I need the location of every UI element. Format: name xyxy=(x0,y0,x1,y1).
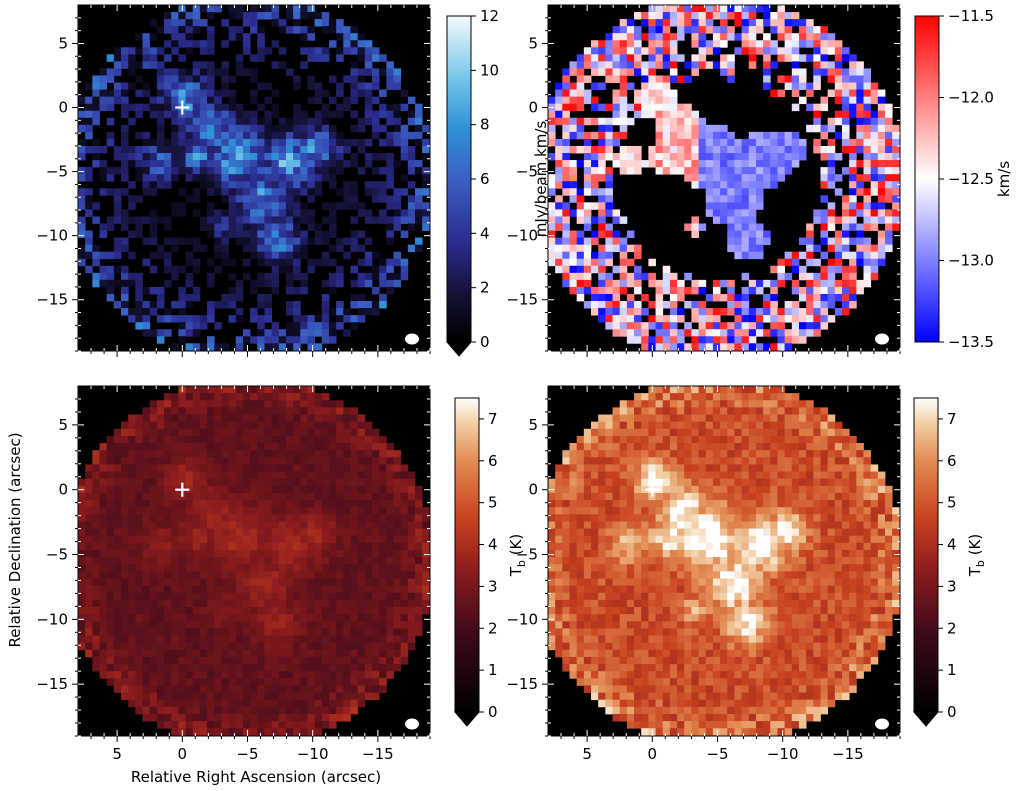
y-tick-label: −10 xyxy=(36,610,68,628)
colorbar-tick-label: 2 xyxy=(488,619,498,637)
y-tick-label: −15 xyxy=(506,291,538,309)
colorbar: 0 1 2 3 4 5 6 7 Tb (K) xyxy=(453,397,528,727)
colorbar-tick-label: 6 xyxy=(480,170,490,188)
colorbar-tick-label: 0 xyxy=(947,703,957,721)
colorbar-tick-label: 7 xyxy=(488,410,498,428)
y-tick-label: 0 xyxy=(58,481,68,499)
colorbar-gradient xyxy=(914,15,940,343)
x-tick-label: 0 xyxy=(648,745,658,763)
map-image xyxy=(78,386,430,736)
plot-frame xyxy=(77,385,431,737)
colorbar-title: mJy/beam km/s xyxy=(532,121,550,238)
colorbar-tick-label: −12.0 xyxy=(948,89,994,107)
x-tick-label: 5 xyxy=(112,745,122,763)
y-tick-label: −10 xyxy=(506,610,538,628)
colorbar-tick-label: 7 xyxy=(947,410,957,428)
y-tick-label: −5 xyxy=(516,546,538,564)
colorbar: 0 1 2 3 4 5 6 7 Tb (K) xyxy=(912,397,987,727)
plot-frame xyxy=(547,4,901,352)
map-image xyxy=(78,5,430,351)
x-tick-label: −10 xyxy=(767,745,799,763)
colorbar-tick-label: 0 xyxy=(488,703,498,721)
colorbar-tick-label: 5 xyxy=(947,494,957,512)
x-tick-label: 5 xyxy=(582,745,592,763)
x-tick-label: −15 xyxy=(832,745,864,763)
colorbar-tick-label: 3 xyxy=(947,577,957,595)
colorbar-tick-label: 1 xyxy=(488,661,498,679)
colorbar-tick-label: 4 xyxy=(947,536,957,554)
y-tick-label: 5 xyxy=(58,416,68,434)
colorbar-tick-label: 12 xyxy=(480,7,499,25)
beam-ellipse xyxy=(875,333,889,345)
colorbar-extend-arrow xyxy=(445,341,473,357)
y-tick-label: −5 xyxy=(46,546,68,564)
beam-ellipse xyxy=(405,718,419,730)
beam-ellipse xyxy=(405,333,419,345)
y-tick-label: 5 xyxy=(58,34,68,52)
y-tick-label: 0 xyxy=(58,99,68,117)
panel-bottom-left: 5 0 −5 −10 −15 5 0 −5 −10 −15 0 1 2 3 4 5 6 7 Tb (K) xyxy=(36,385,528,763)
colorbar-tick-label: 4 xyxy=(480,224,490,242)
source-position-marker xyxy=(175,100,190,115)
colorbar-tick-label: −13.5 xyxy=(948,333,994,351)
colorbar-tick-label: −12.5 xyxy=(948,170,994,188)
colorbar-tick-label: 0 xyxy=(480,333,490,351)
map-image xyxy=(548,5,900,351)
y-tick-label: 5 xyxy=(528,416,538,434)
x-tick-label: 0 xyxy=(178,745,188,763)
colorbar-tick-label: 2 xyxy=(480,279,490,297)
colorbar-tick-label: 6 xyxy=(947,452,957,470)
colorbar-tick-label: 5 xyxy=(488,494,498,512)
colorbar-title: km/s xyxy=(995,161,1013,197)
colorbar-tick-label: 10 xyxy=(480,61,499,79)
colorbar-extend-arrow xyxy=(912,711,940,727)
y-tick-label: −15 xyxy=(506,675,538,693)
source-position-marker xyxy=(645,100,660,115)
x-axis-title: Relative Right Ascension (arcsec) xyxy=(131,768,381,786)
colorbar-tick-label: −13.0 xyxy=(948,252,994,270)
panel-top-right: 5 0 −5 −10 −15 −11.5 −12.0 −12.5 −13.0 −13.5 km/s xyxy=(506,4,1013,357)
y-tick-label: −10 xyxy=(36,227,68,245)
colorbar-gradient xyxy=(454,397,480,713)
colorbar-tick-label: −11.5 xyxy=(948,7,994,25)
y-tick-label: 0 xyxy=(528,99,538,117)
colorbar-tick-label: 4 xyxy=(488,536,498,554)
colorbar-tick-label: 2 xyxy=(947,619,957,637)
map-image xyxy=(548,386,900,736)
x-tick-label: −10 xyxy=(297,745,329,763)
colorbar-tick-label: 6 xyxy=(488,452,498,470)
colorbar-title: Tb (K) xyxy=(507,534,528,577)
beam-ellipse xyxy=(875,718,889,730)
source-position-marker xyxy=(645,482,660,497)
colorbar-tick-label: 3 xyxy=(488,577,498,595)
colorbar-tick-label: 1 xyxy=(947,661,957,679)
y-tick-label: −5 xyxy=(46,163,68,181)
colorbar-tick-label: 8 xyxy=(480,116,490,134)
panel-top-left: 5 0 −5 −10 −15 0 2 4 6 8 10 12 mJy/beam km/s xyxy=(36,4,550,357)
x-tick-label: −5 xyxy=(236,745,258,763)
plot-frame xyxy=(547,385,901,737)
x-tick-label: −15 xyxy=(362,745,394,763)
y-tick-label: −10 xyxy=(506,227,538,245)
source-position-marker xyxy=(175,482,190,497)
y-tick-label: −5 xyxy=(516,163,538,181)
panel-bottom-right: 5 0 −5 −10 −15 5 0 −5 −10 −15 0 1 2 3 4 5 6 7 Tb (K) xyxy=(506,385,987,763)
colorbar: −11.5 −12.0 −12.5 −13.0 −13.5 km/s xyxy=(914,7,1013,351)
y-tick-label: −15 xyxy=(36,291,68,309)
colorbar-extend-arrow xyxy=(453,711,481,727)
colorbar-title: Tb (K) xyxy=(966,534,987,577)
y-tick-label: 5 xyxy=(528,34,538,52)
x-tick-label: −5 xyxy=(706,745,728,763)
colorbar-gradient xyxy=(913,397,939,713)
colorbar-gradient xyxy=(446,15,472,343)
y-axis-title: Relative Declination (arcsec) xyxy=(6,432,24,647)
colorbar: 0 2 4 6 8 10 12 mJy/beam km/s xyxy=(445,7,550,357)
y-tick-label: 0 xyxy=(528,481,538,499)
plot-frame xyxy=(77,4,431,352)
y-tick-label: −15 xyxy=(36,675,68,693)
